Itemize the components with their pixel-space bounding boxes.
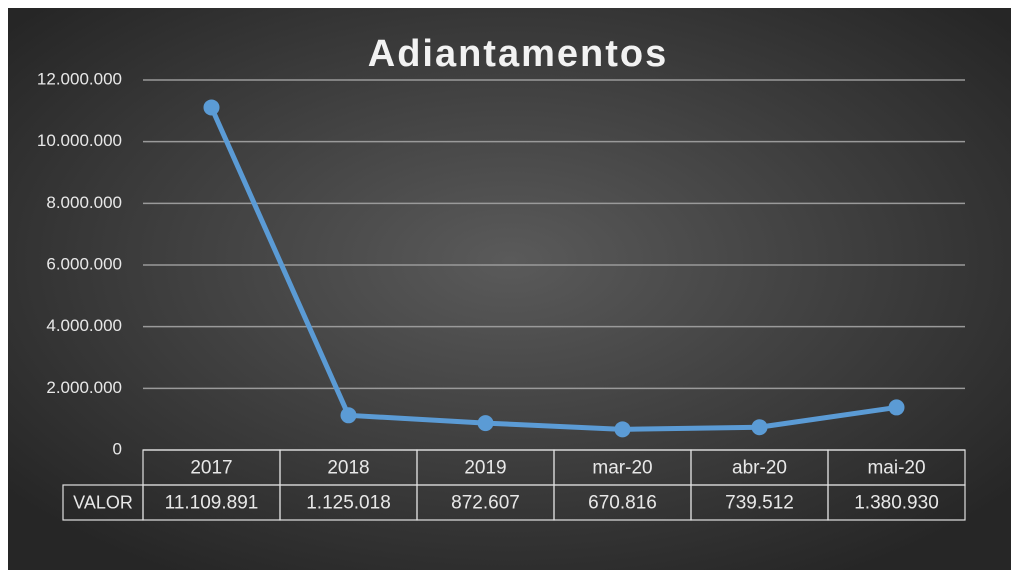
data-point bbox=[203, 99, 220, 116]
y-tick-label: 4.000.000 bbox=[46, 316, 122, 335]
x-tick-label: abr-20 bbox=[732, 458, 787, 479]
data-label: 1.380.930 bbox=[854, 493, 939, 514]
data-point bbox=[751, 419, 768, 436]
legend-label: VALOR bbox=[73, 492, 133, 512]
data-point bbox=[614, 421, 631, 438]
data-label: 11.109.891 bbox=[165, 493, 259, 514]
data-line bbox=[209, 106, 897, 432]
table-cell bbox=[827, 484, 966, 521]
y-tick-label: 8.000.000 bbox=[46, 193, 122, 212]
table-cell bbox=[62, 484, 144, 521]
y-tick-label: 0 bbox=[113, 439, 122, 458]
data-label: 670.816 bbox=[588, 493, 657, 514]
data-point bbox=[477, 415, 494, 432]
data-label: 739.512 bbox=[725, 493, 794, 514]
chart-title: Adiantamentos bbox=[368, 33, 668, 75]
data-label: 1.125.018 bbox=[306, 493, 391, 514]
x-tick-label: mar-20 bbox=[592, 458, 652, 479]
y-tick-label: 12.000.000 bbox=[37, 69, 122, 88]
data-label: 872.607 bbox=[451, 493, 520, 514]
x-tick-label: 2017 bbox=[190, 458, 232, 479]
x-tick-label: 2019 bbox=[464, 458, 506, 479]
chart-background bbox=[8, 8, 1011, 570]
y-tick-label: 6.000.000 bbox=[46, 254, 122, 273]
data-point bbox=[340, 407, 357, 424]
y-tick-label: 10.000.000 bbox=[37, 131, 122, 150]
x-tick-label: mai-20 bbox=[867, 458, 925, 479]
data-point bbox=[888, 399, 905, 416]
y-tick-label: 2.000.000 bbox=[46, 378, 122, 397]
x-tick-label: 2018 bbox=[327, 458, 369, 479]
